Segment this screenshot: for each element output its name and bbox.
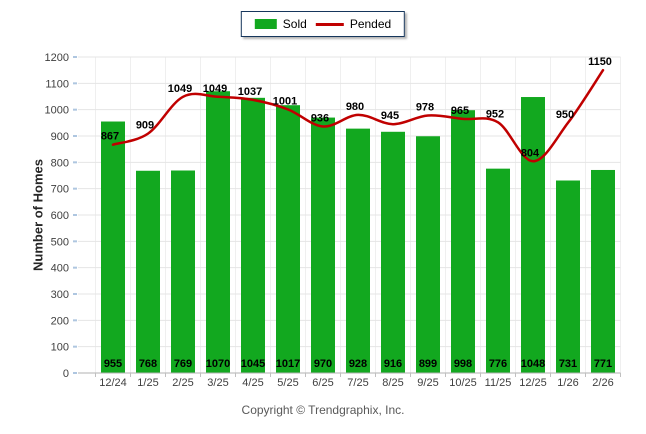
value-labels: 955 768 769 1070 1045 1017 970 928 916 899 998 776 1… [101,56,612,370]
pended-value-label: 909 [136,120,154,132]
x-tick-label: 3/25 [207,377,228,389]
axis-labels: 0 100 200 300 400 500 600 700 800 900 1000 1100 1200… [45,52,614,389]
pended-value-label: 1049 [168,83,192,95]
y-tick-label: 800 [51,157,69,169]
bar-value-label: 955 [104,358,122,370]
pended-value-label: 945 [381,110,399,122]
bar-value-label: 998 [454,358,472,370]
y-tick-label: 0 [63,368,69,380]
bar-value-label: 768 [139,358,157,370]
x-tick-label: 10/25 [449,377,477,389]
bar-sold [451,110,475,374]
chart-legend: Sold Pended [240,11,406,37]
y-tick-label: 500 [51,236,69,248]
legend-item-sold: Sold [254,17,307,31]
bar-sold [556,180,580,373]
sold-pended-chart: 955 768 769 1070 1045 1017 970 928 916 899 998 776 1… [45,52,621,389]
bar-value-label: 1045 [241,358,265,370]
x-tick-label: 11/25 [485,377,512,389]
y-axis-title: Number of Homes [30,159,46,271]
y-tick-label: 300 [51,289,69,301]
copyright-text: Copyright © Trendgraphix, Inc. [241,403,405,417]
pended-value-label: 804 [521,147,540,159]
bar-value-label: 769 [174,358,192,370]
bar-sold [486,168,510,373]
x-tick-label: 2/25 [172,377,193,389]
x-tick-label: 2/26 [592,377,613,389]
pended-value-label: 952 [486,108,504,120]
x-tick-label: 4/25 [242,377,263,389]
bars [101,91,615,374]
pended-value-label: 950 [556,109,574,121]
x-tick-label: 6/25 [312,377,333,389]
pended-line [111,68,605,163]
bar-value-label: 1048 [521,358,545,370]
bar-value-label: 916 [384,358,402,370]
bar-sold [591,169,615,373]
bar-sold [276,105,300,373]
bar-sold [416,136,440,373]
y-tick-label: 100 [51,342,69,354]
pended-value-label: 965 [451,105,469,117]
x-tick-label: 12/25 [519,377,547,389]
pended-value-label: 1001 [273,95,297,107]
y-tick-label: 200 [51,315,69,327]
x-tick-label: 8/25 [382,377,403,389]
bar-value-label: 776 [489,358,507,370]
bar-sold [521,97,545,373]
axes [73,56,621,377]
pended-value-label: 1037 [238,86,262,98]
pended-value-label: 978 [416,101,434,113]
y-tick-label: 1100 [45,78,69,90]
y-tick-label: 1200 [45,52,69,64]
y-tick-label: 700 [51,184,69,196]
bar-value-label: 1017 [276,358,300,370]
x-tick-label: 12/24 [99,377,127,389]
bar-sold [346,128,370,373]
x-tick-label: 1/26 [557,377,578,389]
pended-line-group [111,68,605,163]
bar-value-label: 928 [349,358,367,370]
y-tick-label: 400 [51,263,69,275]
pended-value-label: 867 [101,131,119,143]
pended-value-label: 1150 [588,56,612,68]
x-tick-label: 1/25 [137,377,158,389]
bar-value-label: 1070 [206,358,230,370]
pended-value-label: 936 [311,113,329,125]
bar-value-label: 771 [594,358,612,370]
bar-sold [101,121,125,374]
y-tick-label: 600 [51,210,69,222]
y-tick-label: 900 [51,131,69,143]
bar-sold [241,97,265,374]
bar-sold [136,170,160,373]
pended-value-label: 980 [346,101,364,113]
bar-value-label: 899 [419,358,437,370]
pended-line-icon [315,22,344,26]
bar-sold [311,117,335,373]
pended-value-label: 1049 [203,83,227,95]
legend-label-sold: Sold [282,17,307,31]
x-tick-label: 7/25 [347,377,368,389]
bar-sold [206,91,230,373]
bar-sold [381,131,405,373]
x-tick-label: 5/25 [277,377,298,389]
bar-value-label: 731 [559,358,577,370]
legend-item-pended: Pended [315,17,392,31]
sold-swatch-icon [254,19,277,29]
legend-label-pended: Pended [349,17,392,31]
bar-value-label: 970 [314,358,332,370]
y-tick-label: 1000 [45,105,69,117]
bar-sold [171,170,195,373]
x-tick-label: 9/25 [417,377,438,389]
